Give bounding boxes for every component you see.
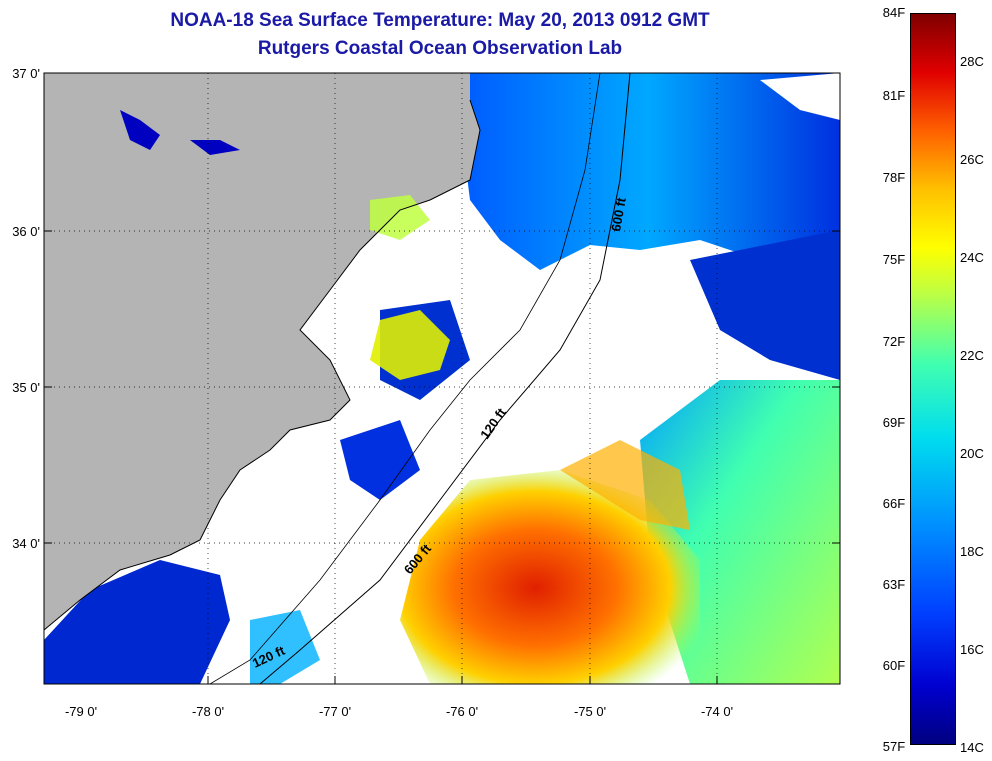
colorbar-c-label: 18C xyxy=(960,544,984,559)
colorbar-c-label: 28C xyxy=(960,54,984,69)
lon-label-79: -79 0' xyxy=(64,704,98,719)
colorbar-f-label: 84F xyxy=(882,5,906,20)
colorbar-c-label: 20C xyxy=(960,446,984,461)
map-subtitle: Rutgers Coastal Ocean Observation Lab xyxy=(257,38,623,59)
lon-label-78: -78 0' xyxy=(191,704,225,719)
colorbar-f-label: 72F xyxy=(882,334,906,349)
gulf-stream xyxy=(400,470,700,684)
colorbar-f-label: 78F xyxy=(882,170,906,185)
colorbar-c-label: 26C xyxy=(960,152,984,167)
lat-label-34: 34 0' xyxy=(12,536,40,551)
colorbar-c-label: 14C xyxy=(960,740,984,755)
colorbar-f-label: 69F xyxy=(882,415,906,430)
offshore-cold-patch xyxy=(690,230,840,380)
colorbar-f-label: 75F xyxy=(882,252,906,267)
isobath-600ft xyxy=(259,73,631,684)
isobath-label-600ft-north: 600 ft xyxy=(608,196,629,233)
map-title: NOAA-18 Sea Surface Temperature: May 20,… xyxy=(170,10,710,31)
colorbar-f-label: 63F xyxy=(882,577,906,592)
pamlico-sound xyxy=(370,310,450,380)
colorbar-c-label: 24C xyxy=(960,250,984,265)
axis-ticks xyxy=(44,230,840,684)
colorbar-c-label: 22C xyxy=(960,348,984,363)
coastline xyxy=(44,99,481,631)
lon-label-74: -74 0' xyxy=(700,704,734,719)
isobath-120ft xyxy=(209,73,601,684)
northern-ocean xyxy=(455,73,840,300)
colorbar-f-label: 66F xyxy=(882,496,906,511)
temperature-colorbar xyxy=(910,13,956,745)
colorbar-f-label: 57F xyxy=(882,739,906,754)
colorbar-f-label: 60F xyxy=(882,658,906,673)
graticule xyxy=(44,73,840,684)
lon-label-76: -76 0' xyxy=(445,704,479,719)
lat-label-35: 35 0' xyxy=(12,380,40,395)
lon-label-75: -75 0' xyxy=(573,704,607,719)
lat-label-37: 37 0' xyxy=(12,66,40,81)
lat-label-36: 36 0' xyxy=(12,224,40,239)
lon-label-77: -77 0' xyxy=(318,704,352,719)
map-frame xyxy=(43,72,841,685)
colorbar-f-label: 81F xyxy=(882,88,906,103)
colorbar-c-label: 16C xyxy=(960,642,984,657)
